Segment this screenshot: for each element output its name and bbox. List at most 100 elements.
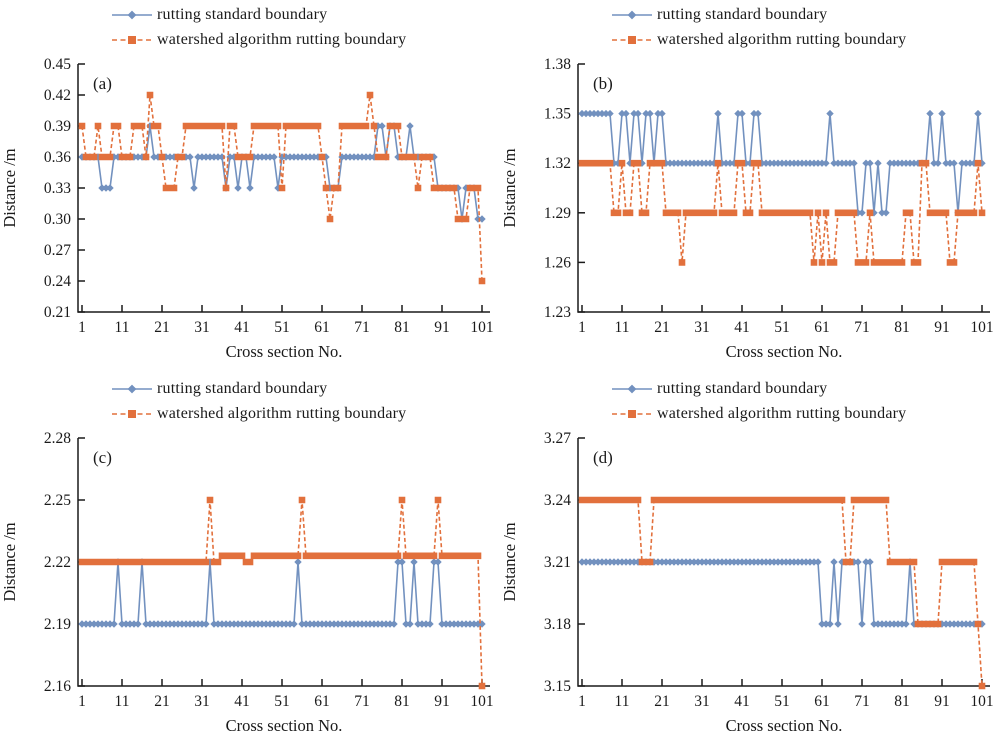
- y-axis-title: Distance /m: [0, 148, 19, 227]
- y-tick-label: 1.23: [544, 304, 571, 321]
- y-axis-title: Distance /m: [500, 522, 519, 601]
- x-tick-label: 71: [854, 693, 870, 710]
- x-tick-label: 51: [774, 693, 790, 710]
- y-tick-label: 0.24: [44, 273, 71, 290]
- x-tick-label: 11: [615, 319, 630, 336]
- legend-item-watershed: watershed algorithm rutting boundary: [610, 27, 906, 52]
- x-tick-label: 81: [394, 319, 410, 336]
- x-tick-label: 1: [578, 693, 586, 710]
- x-tick-label: 51: [274, 693, 290, 710]
- y-tick-label: 0.45: [44, 56, 71, 73]
- y-tick-label: 1.26: [544, 254, 571, 271]
- y-tick-label: 2.19: [44, 616, 71, 633]
- x-tick-label: 61: [814, 693, 830, 710]
- x-tick-label: 71: [354, 319, 370, 336]
- y-tick-label: 2.25: [44, 492, 71, 509]
- x-tick-label: 21: [154, 319, 170, 336]
- panel-c: rutting standard boundary watershed algo…: [0, 374, 500, 747]
- axes: [77, 437, 490, 687]
- panel-letter: (d): [593, 448, 613, 467]
- plot-b: 1.231.261.291.321.351.381 11 21 31 41 51 61 71 8…: [500, 56, 994, 361]
- legend-item-watershed: watershed algorithm rutting boundary: [610, 401, 906, 426]
- x-tick-label: 91: [934, 319, 950, 336]
- y-tick-label: 0.30: [44, 211, 71, 228]
- legend-item-standard: rutting standard boundary: [110, 2, 406, 27]
- series-standard-markers: [78, 122, 486, 223]
- y-tick-label: 1.35: [544, 106, 571, 123]
- series-standard-line: [582, 561, 982, 625]
- y-tick-label: 3.24: [544, 492, 571, 509]
- x-tick-label: 91: [434, 319, 450, 336]
- legend-label-watershed: watershed algorithm rutting boundary: [657, 30, 907, 48]
- series-watershed-line: [82, 499, 483, 687]
- x-tick-label: 21: [654, 319, 670, 336]
- y-tick-label: 3.15: [544, 678, 571, 695]
- legend-label-standard: rutting standard boundary: [657, 5, 828, 23]
- legend-label-watershed: watershed algorithm rutting boundary: [657, 404, 907, 422]
- x-tick-label: 21: [154, 693, 170, 710]
- x-tick-label: 31: [694, 693, 710, 710]
- panel-d: rutting standard boundary watershed algo…: [500, 374, 1000, 747]
- y-tick-label: 0.27: [44, 242, 71, 259]
- series-standard-markers: [578, 558, 986, 628]
- x-tick-label: 1: [78, 693, 86, 710]
- plot-c: 2.162.192.222.252.281 11 21 31 41 51 61 71 81 91 1…: [0, 430, 494, 735]
- watershed-series-marker-icon: [112, 409, 152, 418]
- legend-item-standard: rutting standard boundary: [110, 376, 406, 401]
- x-tick-label: 81: [894, 319, 910, 336]
- x-tick-label: 41: [234, 319, 250, 336]
- watershed-series-marker-icon: [112, 35, 152, 44]
- x-axis-title: Cross section No.: [726, 716, 843, 735]
- legend-item-standard: rutting standard boundary: [610, 376, 906, 401]
- x-tick-label: 61: [314, 319, 330, 336]
- x-tick-label: 101: [470, 319, 493, 336]
- y-tick-label: 1.38: [544, 56, 571, 73]
- x-tick-label: 11: [615, 693, 630, 710]
- x-tick-label: 61: [814, 319, 830, 336]
- legend-d: rutting standard boundary watershed algo…: [610, 376, 906, 426]
- panel-b: rutting standard boundary watershed algo…: [500, 0, 1000, 373]
- y-tick-label: 2.16: [44, 678, 71, 695]
- tick-labels: 1.231.261.291.321.351.381 11 21 31 41 51 61 71 8…: [500, 56, 994, 361]
- watershed-series-marker-icon: [612, 409, 652, 418]
- series-watershed-line: [582, 499, 983, 687]
- tick-labels: 2.162.192.222.252.281 11 21 31 41 51 61 71 81 91 1…: [0, 430, 494, 735]
- y-tick-label: 0.42: [44, 87, 71, 104]
- y-tick-label: 2.22: [44, 554, 71, 571]
- series-standard-markers: [578, 109, 986, 217]
- legend-label-watershed: watershed algorithm rutting boundary: [157, 404, 407, 422]
- x-axis-title: Cross section No.: [726, 342, 843, 361]
- y-tick-label: 3.18: [544, 616, 571, 633]
- plot-d: 3.153.183.213.243.271 11 21 31 41 51 61 71 81 91 1…: [500, 430, 994, 735]
- y-tick-label: 2.28: [44, 430, 71, 447]
- x-axis-title: Cross section No.: [226, 716, 343, 735]
- y-tick-label: 0.33: [44, 180, 71, 197]
- y-tick-label: 3.21: [544, 554, 571, 571]
- x-tick-label: 101: [470, 693, 493, 710]
- legend-label-standard: rutting standard boundary: [657, 379, 828, 397]
- y-tick-label: 1.29: [544, 205, 571, 222]
- legend-item-standard: rutting standard boundary: [610, 2, 906, 27]
- x-tick-label: 71: [354, 693, 370, 710]
- plot-a: 0.210.240.270.300.330.360.390.420.451 11 2…: [0, 56, 494, 361]
- legend-item-watershed: watershed algorithm rutting boundary: [110, 27, 406, 52]
- y-tick-label: 3.27: [544, 430, 571, 447]
- x-tick-label: 1: [578, 319, 586, 336]
- panel-letter: (b): [593, 74, 613, 93]
- x-tick-label: 11: [115, 319, 130, 336]
- y-tick-label: 0.21: [44, 304, 71, 321]
- y-tick-label: 0.36: [44, 149, 71, 166]
- x-tick-label: 41: [734, 693, 750, 710]
- legend-label-standard: rutting standard boundary: [157, 5, 328, 23]
- y-tick-label: 1.32: [544, 155, 571, 172]
- axes: [77, 63, 490, 313]
- standard-series-marker-icon: [112, 10, 152, 19]
- x-tick-label: 51: [774, 319, 790, 336]
- panel-letter: (a): [93, 74, 112, 93]
- x-tick-label: 91: [934, 693, 950, 710]
- legend-a: rutting standard boundary watershed algo…: [110, 2, 406, 52]
- series-watershed-markers: [78, 91, 486, 285]
- standard-series-marker-icon: [612, 384, 652, 393]
- legend-label-standard: rutting standard boundary: [157, 379, 328, 397]
